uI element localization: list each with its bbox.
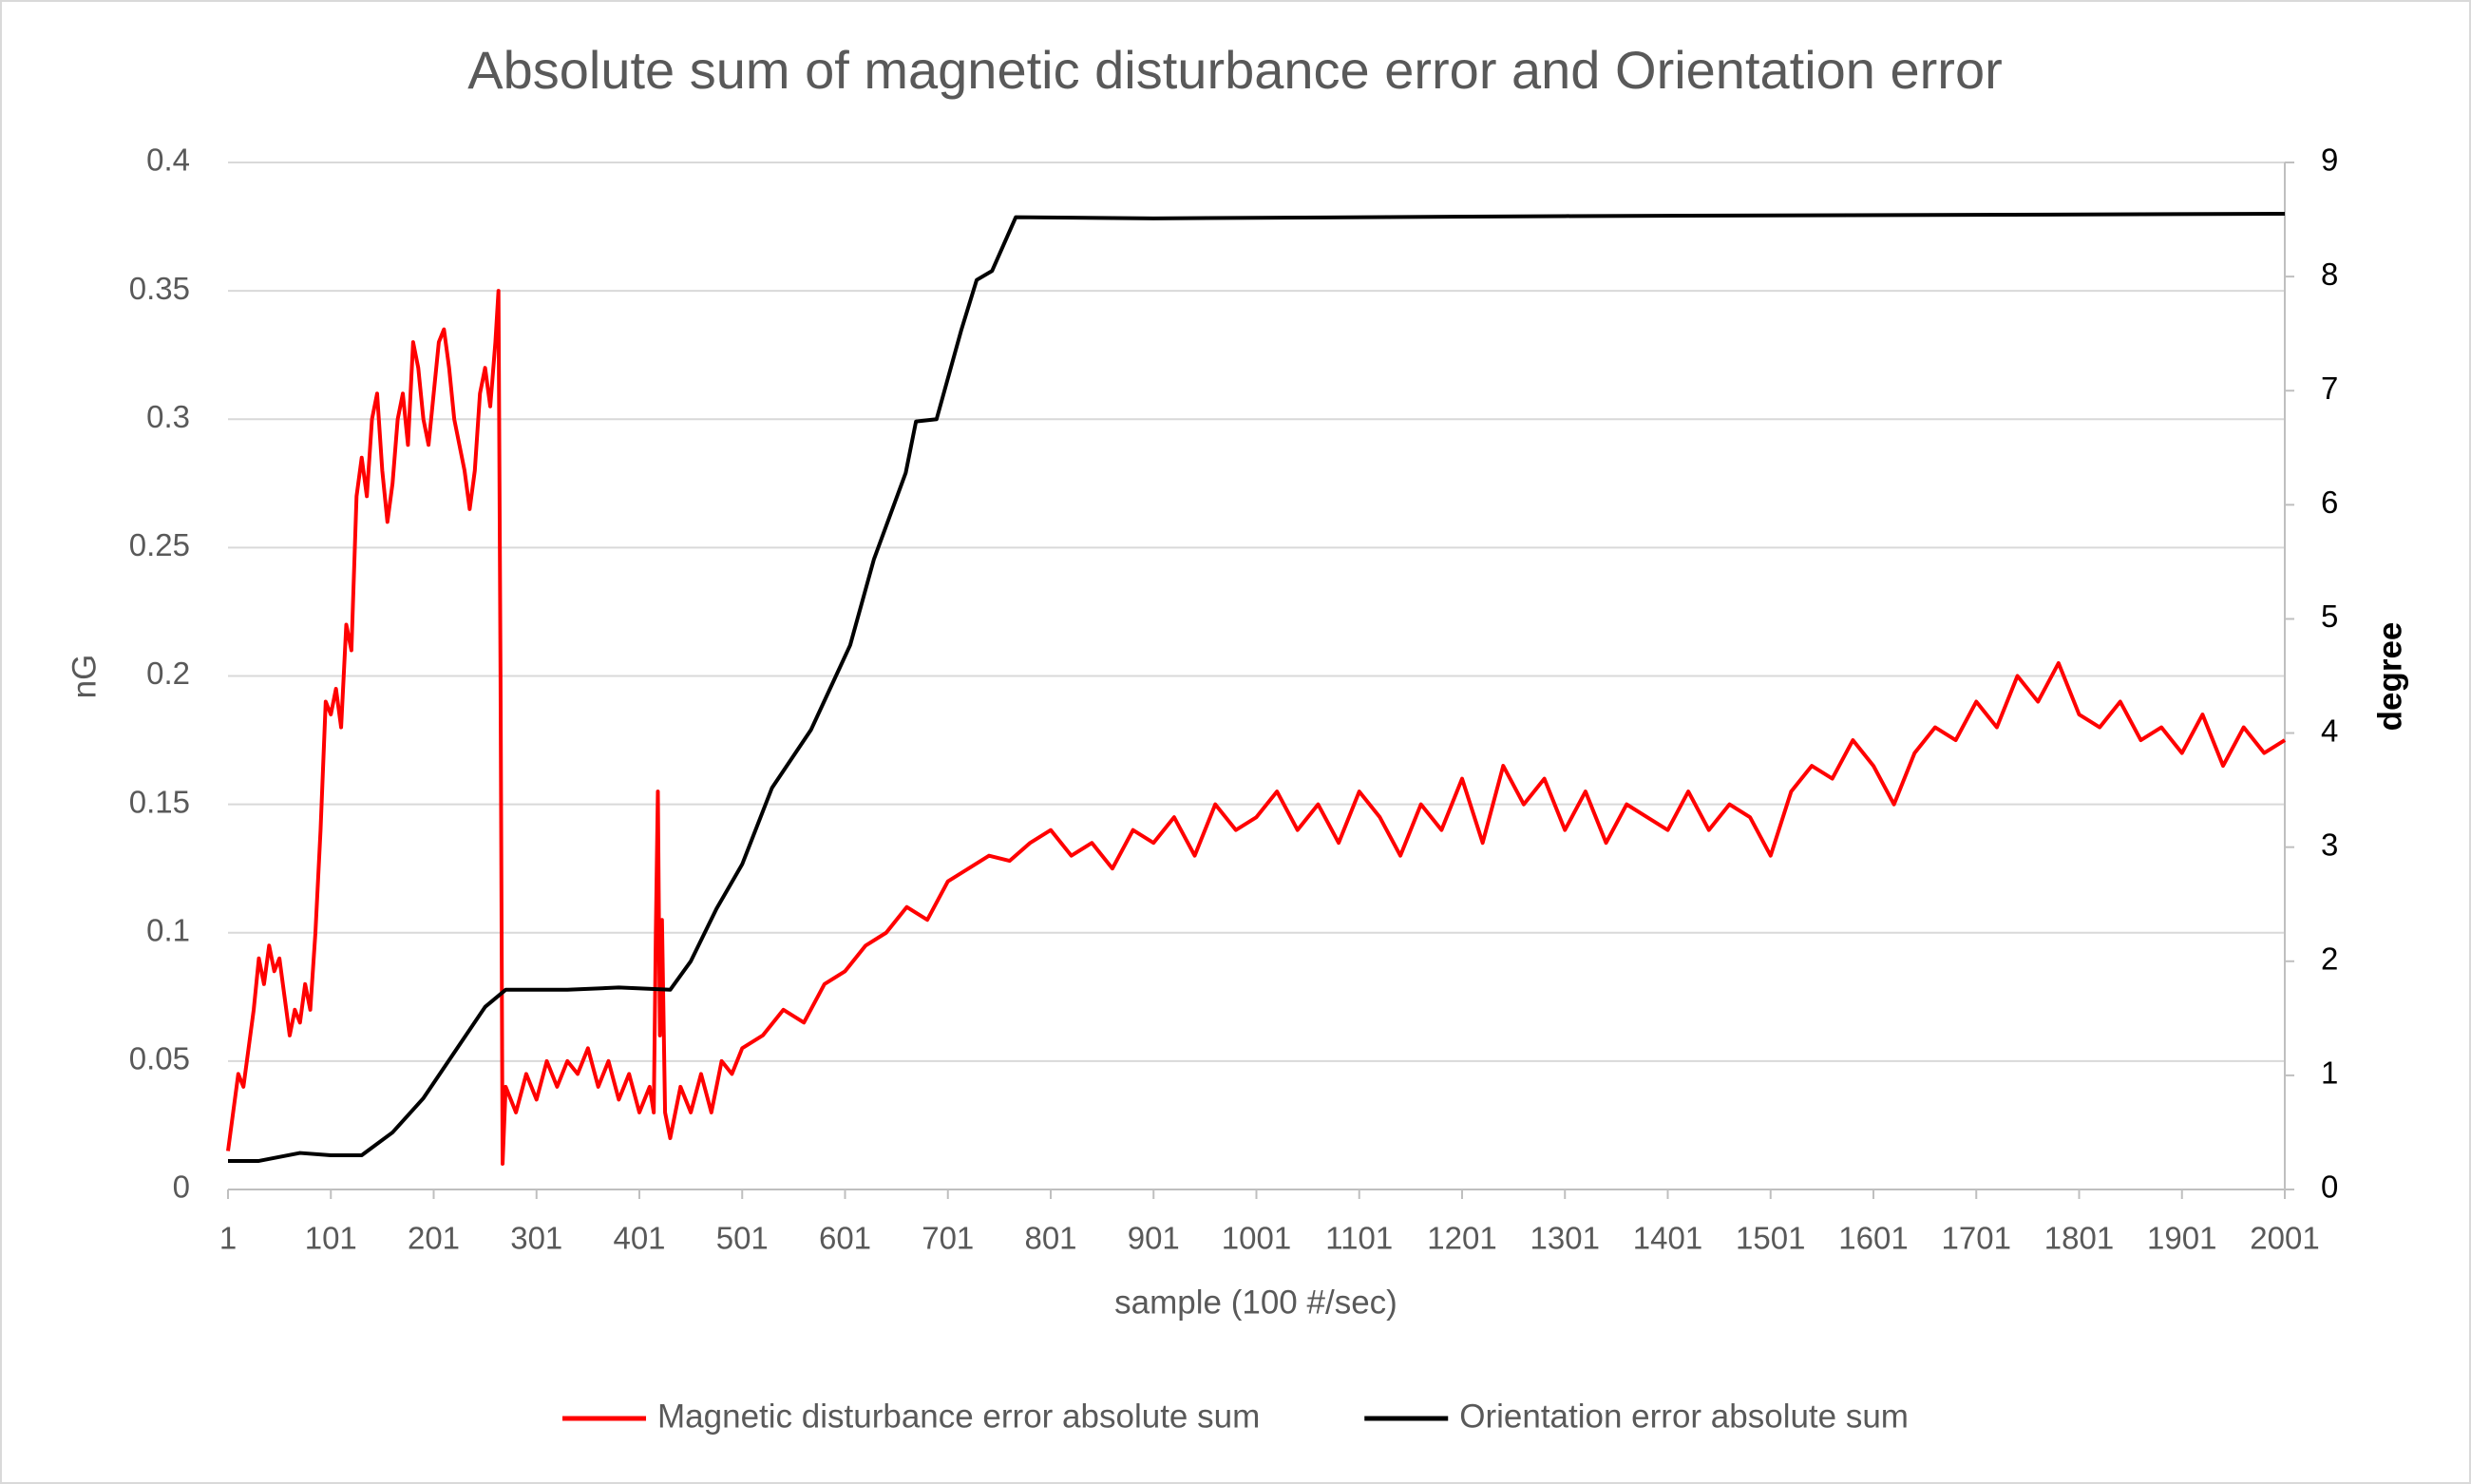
legend-item: Magnetic disturbance error absolute sum (562, 1398, 1260, 1435)
y2-tick-label: 4 (2321, 713, 2338, 748)
x-tick-label: 1401 (1633, 1221, 1702, 1256)
y2-tick-label: 6 (2321, 485, 2338, 520)
y2-tick-label: 8 (2321, 257, 2338, 292)
y-tick-label: 0.1 (146, 912, 190, 947)
y-tick-label: 0.3 (146, 399, 190, 434)
y2-tick-label: 0 (2321, 1170, 2338, 1205)
x-tick-label: 701 (922, 1221, 974, 1256)
x-tick-label: 201 (408, 1221, 460, 1256)
x-tick-label: 301 (510, 1221, 562, 1256)
y-tick-label: 0 (173, 1170, 190, 1205)
y2-tick-label: 5 (2321, 599, 2338, 634)
y2-tick-label: 1 (2321, 1056, 2338, 1091)
legend-label: Orientation error absolute sum (1459, 1398, 1909, 1435)
legend-item: Orientation error absolute sum (1364, 1398, 1909, 1435)
x-tick-label: 2001 (2250, 1221, 2319, 1256)
x-tick-label: 1201 (1427, 1221, 1496, 1256)
legend: Magnetic disturbance error absolute sum O… (562, 1398, 1909, 1435)
y-axis-label: nG (66, 655, 103, 699)
legend-label: Magnetic disturbance error absolute sum (657, 1398, 1260, 1435)
x-tick-label: 401 (613, 1221, 665, 1256)
x-tick-label: 1701 (1942, 1221, 2011, 1256)
x-tick-label: 1801 (2044, 1221, 2114, 1256)
y-tick-label: 0.25 (129, 527, 190, 562)
x-tick-label: 501 (716, 1221, 769, 1256)
chart-title: Absolute sum of magnetic disturbance err… (467, 40, 2002, 100)
x-tick-label: 1 (219, 1221, 237, 1256)
y-tick-label: 0.05 (129, 1041, 190, 1076)
y2-tick-label: 7 (2321, 371, 2338, 406)
y-tick-label: 0.4 (146, 143, 190, 178)
x-tick-label: 601 (819, 1221, 871, 1256)
x-tick-label: 1501 (1736, 1221, 1805, 1256)
x-tick-label: 1101 (1325, 1221, 1393, 1256)
x-tick-label: 801 (1024, 1221, 1076, 1256)
x-tick-label: 1901 (2147, 1221, 2216, 1256)
series-line (228, 212, 2286, 1163)
y-tick-label: 0.15 (129, 784, 190, 819)
x-axis-label: sample (100 #/sec) (1114, 1284, 1397, 1321)
y2-tick-label: 9 (2321, 143, 2338, 178)
x-tick-label: 1301 (1530, 1221, 1600, 1256)
y-tick-label: 0.35 (129, 271, 190, 306)
y-tick-label: 0.2 (146, 656, 190, 691)
y2-tick-label: 3 (2321, 827, 2338, 862)
series-line (226, 289, 2287, 1166)
x-tick-label: 1601 (1838, 1221, 1908, 1256)
x-tick-label: 101 (305, 1221, 357, 1256)
y2-tick-label: 2 (2321, 941, 2338, 976)
x-tick-label: 1001 (1222, 1221, 1291, 1256)
y2-axis-label: degree (2371, 622, 2408, 732)
x-tick-label: 901 (1128, 1221, 1180, 1256)
